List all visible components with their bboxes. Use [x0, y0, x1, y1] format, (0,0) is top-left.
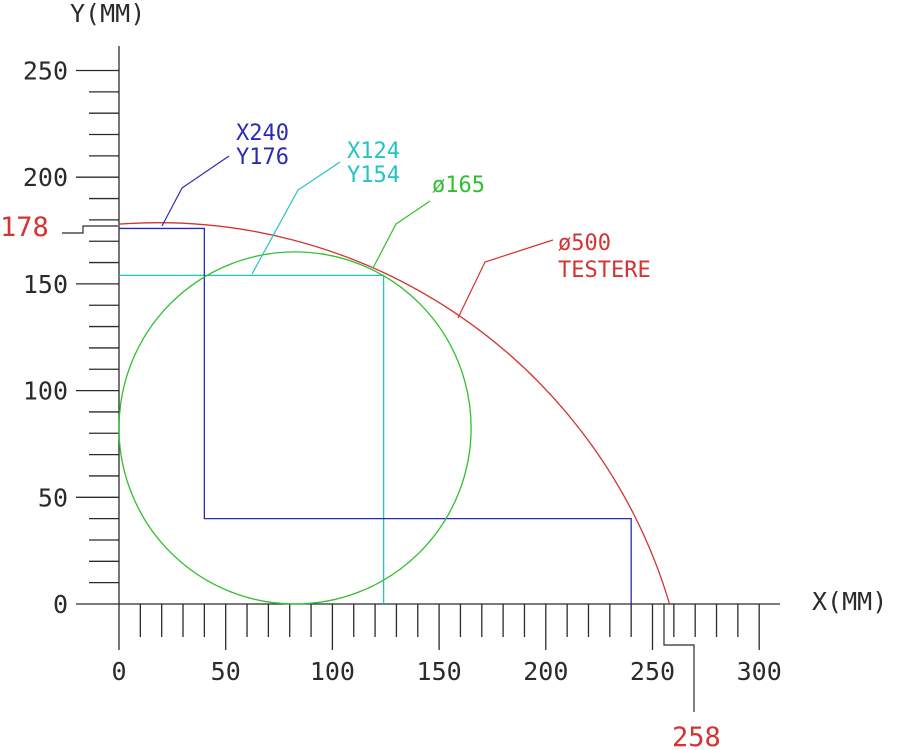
axis-ticks [76, 69, 760, 650]
leader-red [457, 239, 554, 319]
y-tick-label: 50 [38, 483, 68, 512]
y-intercept-label: 178 [0, 212, 49, 243]
small-circle-diameter-label: ø165 [432, 173, 485, 198]
blue-corner-x-label: X240 [236, 121, 289, 146]
large-arc-name-label: TESTERE [558, 258, 651, 283]
small-circle-165 [118, 251, 472, 605]
y-tick-label: 0 [53, 590, 68, 619]
y-tick-label: 250 [23, 57, 68, 86]
x-intercept-label: 258 [672, 722, 721, 750]
y-tick-label: 200 [23, 163, 68, 192]
large-arc-500 [118, 222, 671, 605]
cyan-corner-y-label: Y154 [347, 163, 400, 188]
leader-x258 [663, 604, 695, 712]
x-tick-label: 150 [417, 657, 462, 686]
y-axis-label: Y(MM) [70, 0, 145, 28]
x-tick-label: 250 [630, 657, 675, 686]
x-tick-label: 50 [211, 657, 241, 686]
leader-green [372, 200, 431, 269]
cyan-rectangle [119, 274, 385, 604]
leader-y178 [62, 225, 118, 234]
x-tick-label: 300 [737, 657, 782, 686]
y-tick-label: 150 [23, 270, 68, 299]
leader-blue [161, 155, 230, 227]
x-tick-label: 0 [111, 657, 126, 686]
cyan-corner-x-label: X124 [347, 139, 400, 164]
large-arc-diameter-label: ø500 [558, 231, 611, 256]
geometry [118, 222, 671, 605]
x-tick-label: 100 [310, 657, 355, 686]
x-axis-label: X(MM) [812, 587, 887, 616]
blue-rectangle [119, 227, 632, 604]
y-tick-label: 100 [23, 377, 68, 406]
blue-corner-y-label: Y176 [236, 145, 289, 170]
leader-lines [62, 155, 695, 712]
leader-cyan [251, 161, 341, 275]
x-tick-label: 200 [523, 657, 568, 686]
axis-tick-labels: 0 50 100 150 200 250 0 50 100 150 200 250 300 [23, 57, 782, 687]
